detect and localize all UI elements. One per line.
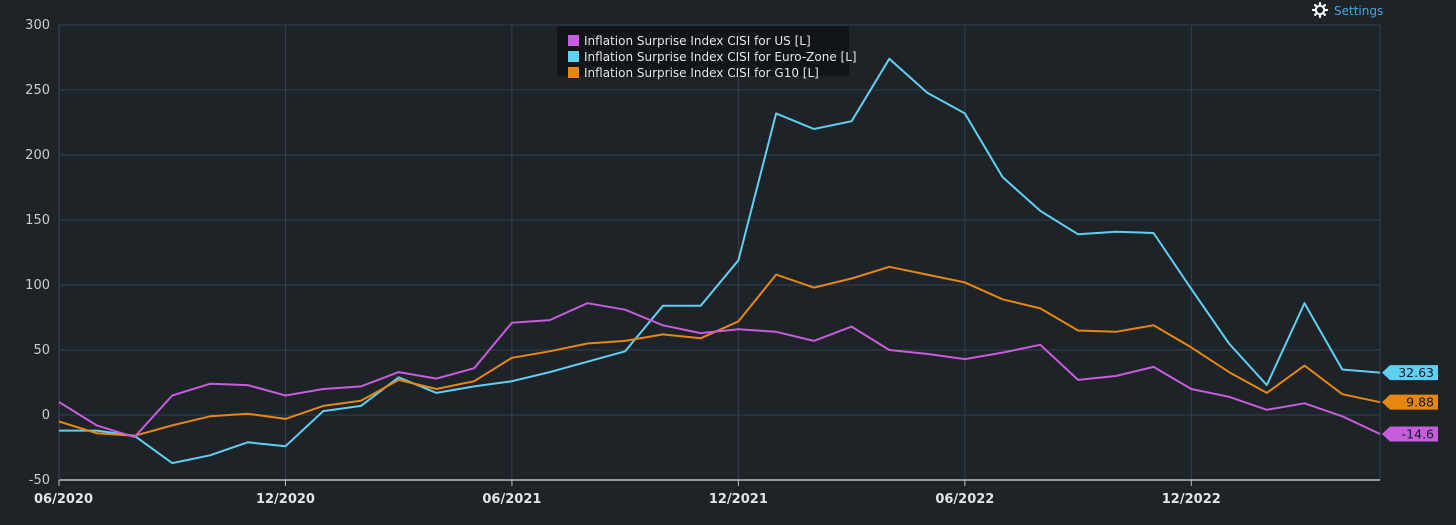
series-line[interactable] <box>58 302 1381 439</box>
end-value-label: 32.63 <box>1382 365 1438 381</box>
y-tick-label: 200 <box>25 148 50 163</box>
y-tick-label: 50 <box>33 343 50 358</box>
y-tick-label: 300 <box>25 18 50 33</box>
svg-text:9.88: 9.88 <box>1406 395 1434 410</box>
y-tick-label: 0 <box>42 408 50 423</box>
y-tick-label: 100 <box>25 278 50 293</box>
end-value-label: 9.88 <box>1382 394 1438 410</box>
grid-lines <box>59 24 1381 480</box>
y-tick-label: -50 <box>29 473 50 488</box>
series-lines <box>58 57 1381 465</box>
settings-button[interactable]: Settings <box>1311 1 1383 19</box>
x-tick-label: 06/2021 <box>482 492 541 507</box>
settings-label[interactable]: Settings <box>1334 4 1383 18</box>
legend-item[interactable]: Inflation Surprise Index CISI for Euro-Z… <box>568 50 857 64</box>
x-tick-labels: 06/2020 12/2020 06/2021 12/2021 06/2022 12/20… <box>34 480 1221 507</box>
x-tick-label: 12/2021 <box>709 492 768 507</box>
series-line[interactable] <box>58 265 1381 437</box>
gear-icon <box>1311 1 1329 19</box>
svg-text:32.63: 32.63 <box>1398 365 1434 380</box>
x-tick-label: 06/2022 <box>935 492 994 507</box>
series-line[interactable] <box>59 57 1381 465</box>
svg-text:-14.6: -14.6 <box>1402 426 1434 441</box>
legend-item[interactable]: Inflation Surprise Index CISI for G10 [L… <box>568 66 819 80</box>
end-value-label: -14.6 <box>1382 426 1438 442</box>
x-tick-label: 12/2022 <box>1162 492 1221 507</box>
y-tick-label: 150 <box>25 213 50 228</box>
x-tick-label: 12/2020 <box>256 492 315 507</box>
legend-swatch <box>568 67 579 78</box>
legend-label: Inflation Surprise Index CISI for Euro-Z… <box>584 50 857 64</box>
legend-label: Inflation Surprise Index CISI for G10 [L… <box>584 66 819 80</box>
end-value-labels: -14.6 32.63 9.88 <box>1382 365 1438 442</box>
legend-background <box>557 26 849 76</box>
legend-label: Inflation Surprise Index CISI for US [L] <box>584 34 811 48</box>
y-tick-label: 250 <box>25 83 50 98</box>
legend-swatch <box>568 35 579 46</box>
legend[interactable]: Inflation Surprise Index CISI for US [L]… <box>557 26 857 80</box>
legend-item[interactable]: Inflation Surprise Index CISI for US [L] <box>568 34 811 48</box>
axes <box>58 25 1380 481</box>
y-tick-labels: 300 250 200 150 100 50 0 -50 <box>25 18 50 488</box>
x-tick-label: 06/2020 <box>34 492 93 507</box>
legend-swatch <box>568 51 579 62</box>
